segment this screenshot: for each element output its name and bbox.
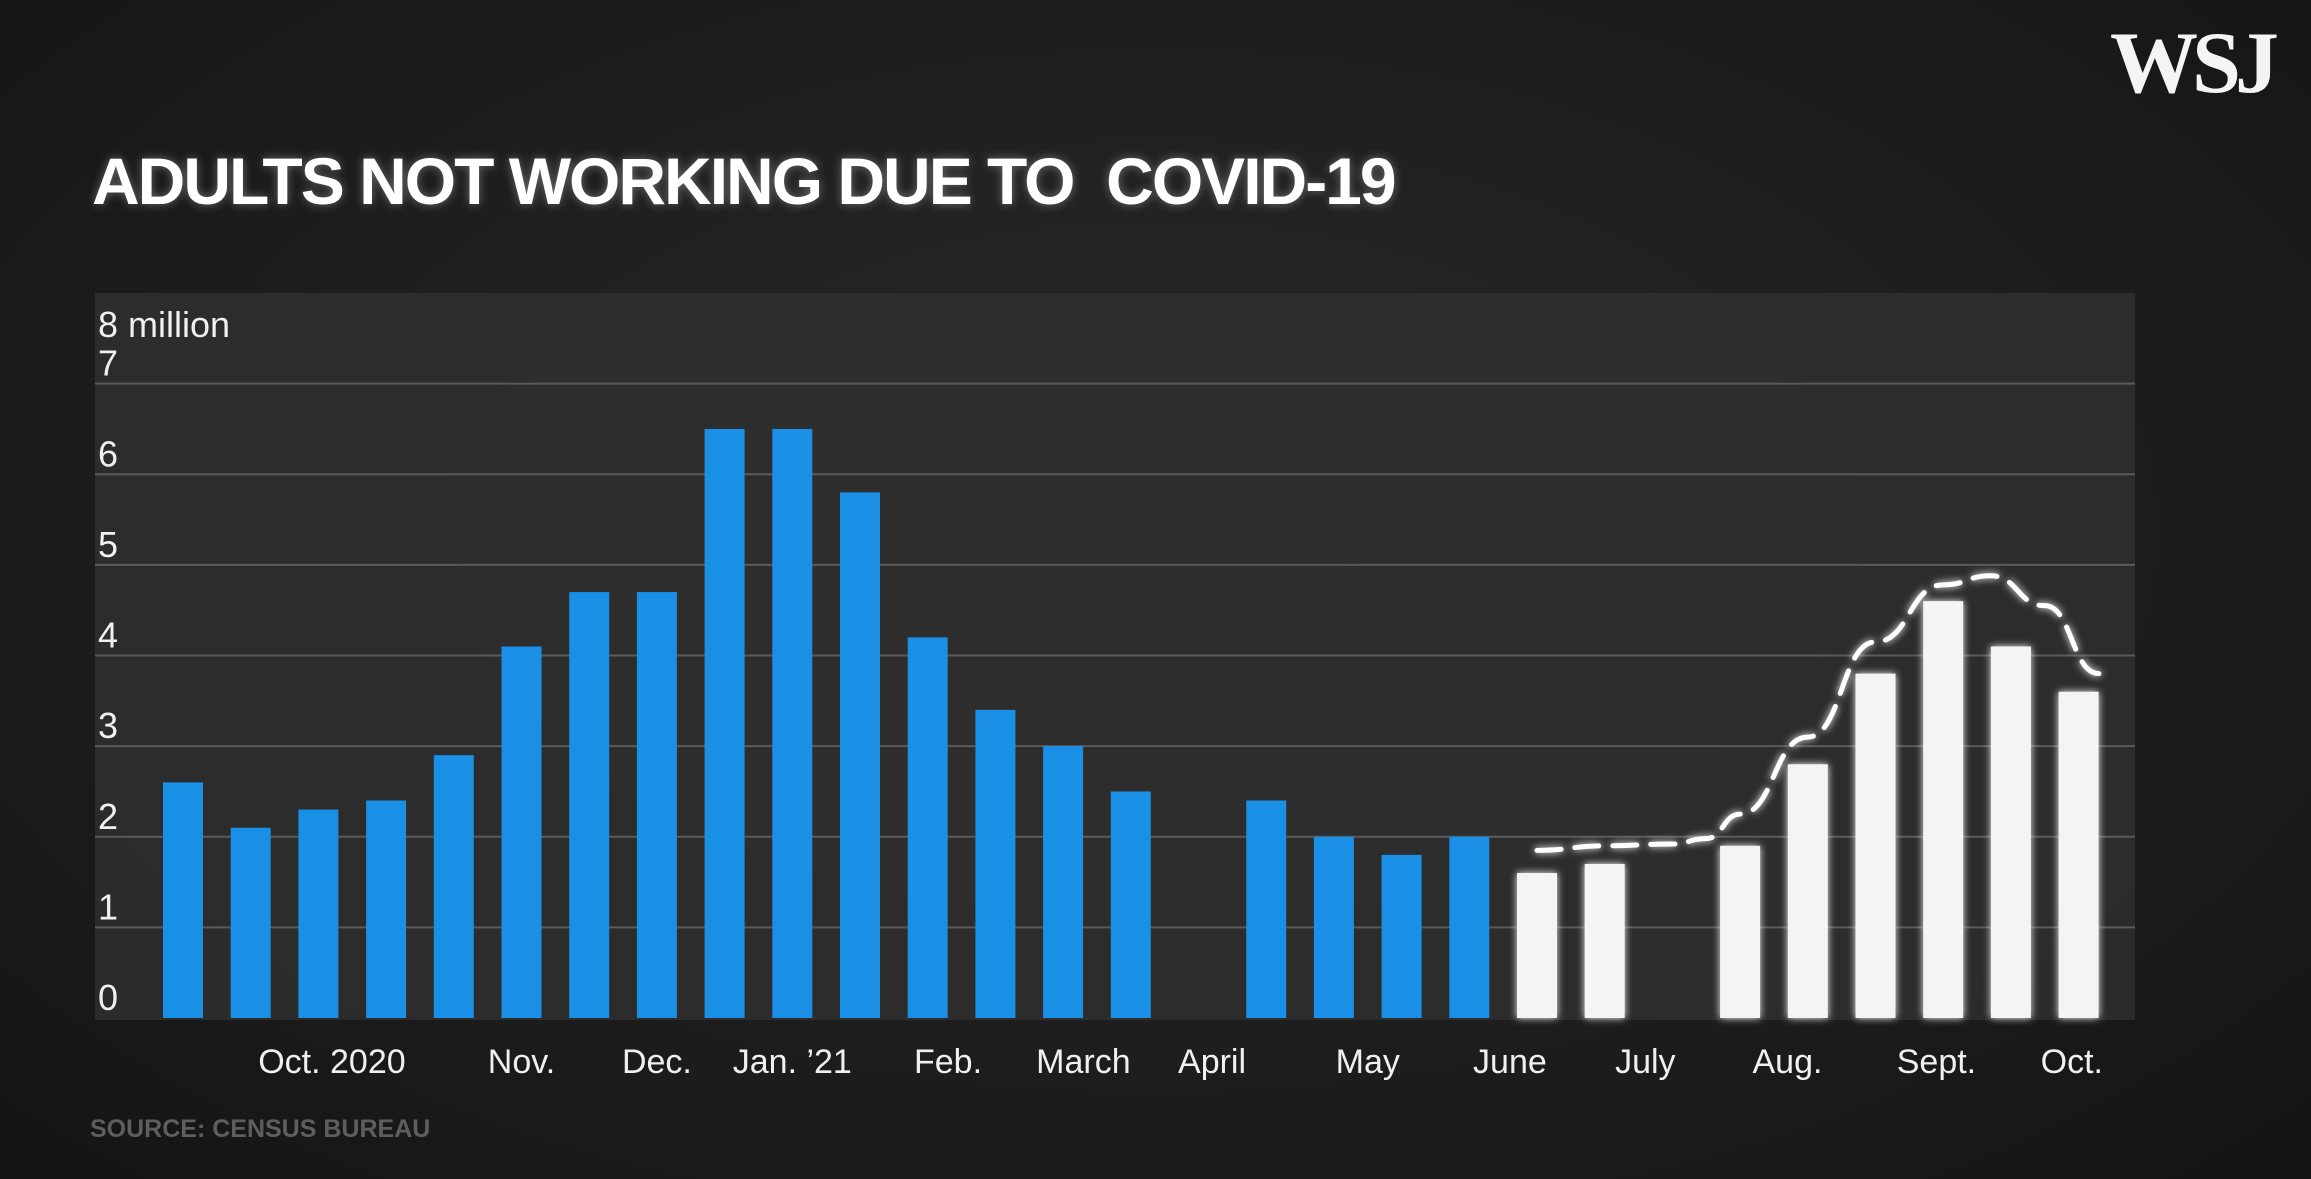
trend-line-group <box>1534 573 2102 853</box>
bar-blue <box>433 755 474 1018</box>
bars <box>163 428 2099 1018</box>
x-tick-label: Sept. <box>1897 1043 1976 1081</box>
x-tick-labels: Oct. 2020 Nov. Dec. Jan. ’21 Feb. March April M… <box>258 1043 2103 1081</box>
y-tick-label: 5 <box>98 524 118 565</box>
bar-blue <box>704 428 745 1018</box>
bar-blue <box>772 428 813 1018</box>
x-tick-label: Feb. <box>914 1043 982 1081</box>
bar-white <box>1720 845 1761 1018</box>
y-tick-labels: 0 1 2 3 4 5 6 78 million <box>98 304 230 1018</box>
y-tick-label: 8 million <box>98 304 230 345</box>
x-tick-label: April <box>1178 1043 1246 1081</box>
x-tick-label: Nov. <box>488 1043 555 1081</box>
bar-blue <box>501 646 542 1018</box>
y-tick-label: 7 <box>98 343 118 384</box>
source-note: SOURCE: CENSUS BUREAU <box>90 1115 431 1143</box>
bar-blue <box>366 800 407 1018</box>
y-tick-label: 0 <box>98 977 118 1018</box>
bar-blue <box>907 637 948 1018</box>
bar-blue <box>163 782 203 1018</box>
bar-blue <box>1313 836 1354 1018</box>
bar-white <box>1787 764 1828 1018</box>
y-tick-label: 6 <box>98 433 118 474</box>
bar-blue <box>1043 746 1084 1018</box>
bar-white <box>1517 873 1557 1018</box>
bar-blue <box>1110 791 1151 1018</box>
bar-white <box>1923 601 1964 1018</box>
bar-blue <box>636 592 677 1018</box>
x-tick-label: Dec. <box>622 1043 692 1081</box>
bar-blue <box>1246 800 1287 1018</box>
y-tick-label: 1 <box>98 886 118 927</box>
bar-white <box>1855 673 1896 1018</box>
x-tick-label: June <box>1473 1043 1547 1081</box>
y-tick-label: 2 <box>98 796 118 837</box>
bar-blue <box>1381 854 1422 1018</box>
bar-white <box>2058 691 2099 1018</box>
x-tick-label: Aug. <box>1753 1043 1823 1081</box>
bar-blue <box>298 809 339 1018</box>
x-tick-label: May <box>1336 1043 1400 1081</box>
bar-blue <box>1449 836 1490 1018</box>
x-tick-label: July <box>1615 1043 1675 1081</box>
bar-blue <box>230 827 271 1018</box>
wsj-logo: WSJ <box>2110 15 2279 112</box>
x-tick-label: Oct. 2020 <box>258 1043 405 1081</box>
chart-title: ADULTS NOT WORKING DUE TO COVID-19 <box>92 144 1397 218</box>
bar-blue <box>975 709 1016 1018</box>
y-tick-label: 3 <box>98 705 118 746</box>
trend-line <box>1534 573 2102 853</box>
bar-white <box>1584 863 1625 1018</box>
y-tick-label: 4 <box>98 615 118 656</box>
bar-blue <box>569 592 610 1018</box>
bar-blue <box>840 492 880 1018</box>
x-tick-label: March <box>1036 1043 1130 1081</box>
x-tick-label: Jan. ’21 <box>733 1043 852 1081</box>
bar-white <box>1990 646 2031 1018</box>
x-tick-label: Oct. <box>2041 1043 2103 1081</box>
